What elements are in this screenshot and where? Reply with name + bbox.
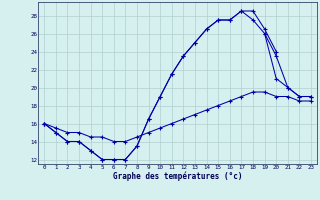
X-axis label: Graphe des températures (°c): Graphe des températures (°c): [113, 172, 242, 181]
